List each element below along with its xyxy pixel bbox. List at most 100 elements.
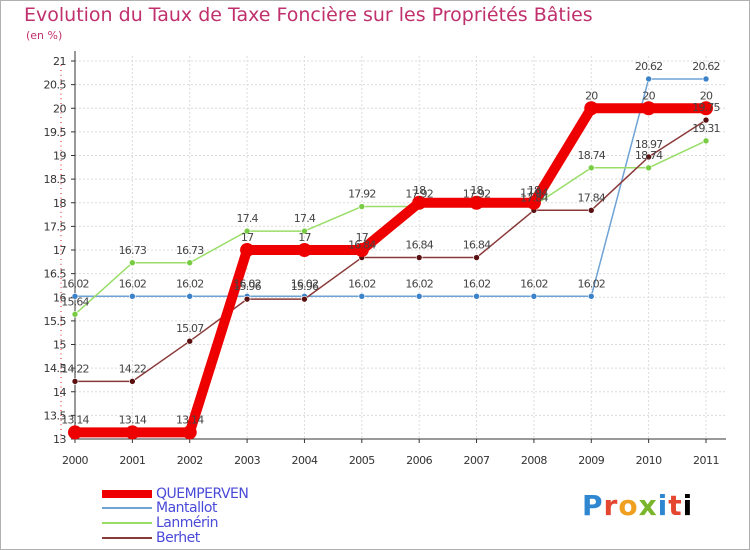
data-point bbox=[71, 310, 79, 318]
data-point bbox=[68, 425, 82, 440]
x-tick-label: 2003 bbox=[234, 454, 260, 467]
y-tick-label: 18.5 bbox=[44, 173, 67, 186]
data-label: 18.97 bbox=[635, 138, 663, 151]
x-tick-label: 2001 bbox=[119, 454, 145, 467]
data-label: 16.02 bbox=[405, 277, 433, 290]
chart-title: Evolution du Taux de Taxe Foncière sur l… bbox=[24, 4, 593, 26]
data-label: 16.84 bbox=[348, 239, 376, 252]
data-label: 18.74 bbox=[578, 149, 606, 162]
data-label: 20 bbox=[642, 89, 655, 102]
series-line-lanmérin bbox=[74, 140, 707, 315]
data-label: 16.73 bbox=[119, 244, 147, 257]
data-label: 17.94 bbox=[520, 187, 548, 200]
series-line-mantallot bbox=[75, 78, 706, 298]
data-label: 13.14 bbox=[176, 413, 204, 426]
data-label: 16.02 bbox=[348, 277, 376, 290]
proxiti-logo: Proxiti bbox=[582, 489, 693, 522]
legend-item-lanmerin: Lanmérin bbox=[102, 515, 219, 531]
y-tick-label: 17.5 bbox=[44, 220, 67, 233]
brand-letter: i bbox=[682, 489, 694, 522]
data-point bbox=[240, 243, 255, 257]
brand-letter: r bbox=[603, 489, 619, 522]
legend-label-quemperven: QUEMPERVEN bbox=[156, 486, 249, 502]
data-label: 17 bbox=[241, 231, 254, 244]
legend-label-lanmerin: Lanmérin bbox=[156, 515, 219, 531]
brand-letter: o bbox=[618, 489, 639, 522]
data-point bbox=[129, 293, 136, 300]
data-label: 13.14 bbox=[119, 413, 147, 426]
data-label: 16.02 bbox=[176, 277, 204, 290]
y-tick-label: 21 bbox=[53, 55, 66, 68]
data-label: 20 bbox=[700, 89, 713, 102]
data-point bbox=[587, 207, 595, 214]
data-point bbox=[186, 293, 194, 300]
data-label: 16.02 bbox=[520, 277, 548, 290]
data-point bbox=[587, 293, 595, 300]
data-label: 20.62 bbox=[692, 60, 720, 73]
data-point bbox=[243, 295, 251, 303]
data-label: 20 bbox=[585, 89, 598, 102]
data-point bbox=[584, 101, 599, 116]
data-label: 14.22 bbox=[61, 362, 89, 375]
y-tick-label: 19 bbox=[53, 150, 66, 163]
data-label: 16.73 bbox=[176, 244, 204, 257]
data-label: 14.22 bbox=[119, 362, 147, 375]
data-label: 17.84 bbox=[520, 191, 548, 204]
y-tick-label: 16.5 bbox=[44, 268, 67, 281]
x-tick-label: 2010 bbox=[636, 454, 662, 467]
data-label: 16.84 bbox=[463, 239, 491, 252]
data-point bbox=[186, 259, 194, 267]
legend-item-quemperven: QUEMPERVEN bbox=[102, 486, 249, 502]
data-point bbox=[358, 293, 366, 300]
data-point bbox=[702, 116, 710, 124]
x-tick-label: 2005 bbox=[349, 454, 375, 467]
data-label: 16.02 bbox=[61, 277, 89, 290]
data-label: 18 bbox=[470, 184, 483, 197]
data-point bbox=[587, 164, 595, 172]
data-point bbox=[129, 259, 136, 267]
data-point bbox=[645, 75, 652, 83]
data-label: 19.75 bbox=[692, 101, 720, 114]
y-tick-label: 13.5 bbox=[44, 409, 67, 422]
data-label: 17.4 bbox=[236, 212, 258, 225]
data-label: 13.14 bbox=[61, 413, 89, 426]
data-point bbox=[412, 195, 427, 210]
data-point bbox=[473, 254, 480, 261]
data-point bbox=[473, 293, 480, 300]
data-label: 18 bbox=[528, 184, 541, 197]
data-label: 16.02 bbox=[119, 277, 147, 290]
data-label: 17.84 bbox=[578, 191, 606, 204]
legend-item-mantallot: Mantallot bbox=[102, 500, 217, 516]
y-tick-label: 19.5 bbox=[44, 126, 67, 139]
data-label: 16.84 bbox=[405, 239, 433, 252]
x-tick-label: 2006 bbox=[406, 454, 432, 467]
data-point bbox=[358, 203, 366, 210]
data-point bbox=[641, 101, 656, 116]
data-label: 16.02 bbox=[578, 277, 606, 290]
data-point bbox=[415, 254, 423, 261]
data-label: 20.62 bbox=[635, 60, 663, 73]
brand-letter: P bbox=[582, 489, 604, 522]
data-label: 15.96 bbox=[233, 280, 261, 293]
data-label: 18 bbox=[413, 184, 426, 197]
data-point bbox=[125, 425, 140, 440]
data-label: 16.02 bbox=[291, 277, 319, 290]
legend-swatch-quemperven bbox=[102, 490, 152, 498]
data-label: 17 bbox=[298, 231, 311, 244]
data-label: 15.96 bbox=[291, 280, 319, 293]
x-tick-label: 2011 bbox=[693, 454, 719, 467]
series-line-berhet bbox=[75, 119, 707, 383]
data-label: 16.02 bbox=[463, 277, 491, 290]
y-tick-label: 16 bbox=[53, 291, 66, 304]
legend-swatch-berhet bbox=[102, 537, 152, 539]
data-point bbox=[526, 195, 541, 210]
data-label: 15.64 bbox=[61, 295, 89, 308]
y-tick-label: 15.5 bbox=[44, 315, 67, 328]
legend-label-mantallot: Mantallot bbox=[156, 500, 217, 516]
data-label: 17.92 bbox=[463, 188, 491, 201]
y-tick-label: 14.5 bbox=[44, 362, 67, 375]
chart-subtitle: (en %) bbox=[26, 29, 63, 42]
data-point bbox=[186, 337, 194, 345]
data-point bbox=[182, 425, 197, 440]
data-label: 17.92 bbox=[348, 188, 376, 201]
